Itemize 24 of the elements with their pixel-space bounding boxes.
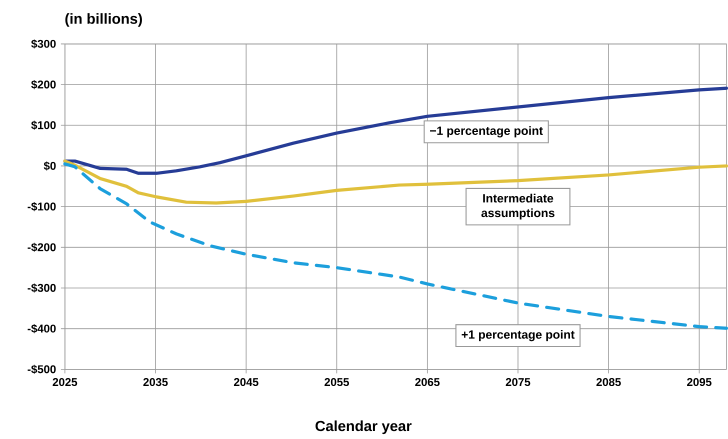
x-tick-label: 2095	[687, 378, 712, 386]
x-tick-label: 2085	[596, 378, 621, 386]
series-label: −1 percentage point	[430, 126, 543, 138]
y-tick-label: $300	[31, 40, 56, 49]
y-tick-label: $0	[44, 162, 56, 171]
y-tick-label: -$100	[28, 202, 56, 212]
x-tick-label: 2045	[234, 378, 258, 386]
y-tick-label: $200	[31, 80, 56, 90]
line-series	[63, 162, 728, 330]
x-tick-label: 2075	[506, 378, 530, 386]
y-tick-label: -$500	[28, 364, 56, 374]
x-tick-label: 2065	[415, 378, 440, 386]
series-label: Intermediate assumptions	[481, 194, 554, 220]
series-label: +1 percentage point	[462, 330, 575, 342]
y-tick-label: -$200	[28, 242, 56, 252]
x-tick-label: 2055	[324, 378, 350, 386]
y-tick-label: -$400	[28, 324, 56, 334]
y-tick-label: $100	[31, 120, 56, 130]
y-tick-label: -$300	[28, 284, 56, 293]
x-axis-title: Calendar year	[316, 420, 412, 434]
chart-subtitle: (in billions)	[65, 13, 142, 28]
x-tick-label: 2025	[52, 378, 78, 386]
x-tick-label: 2035	[143, 378, 168, 386]
line-series	[63, 160, 728, 205]
